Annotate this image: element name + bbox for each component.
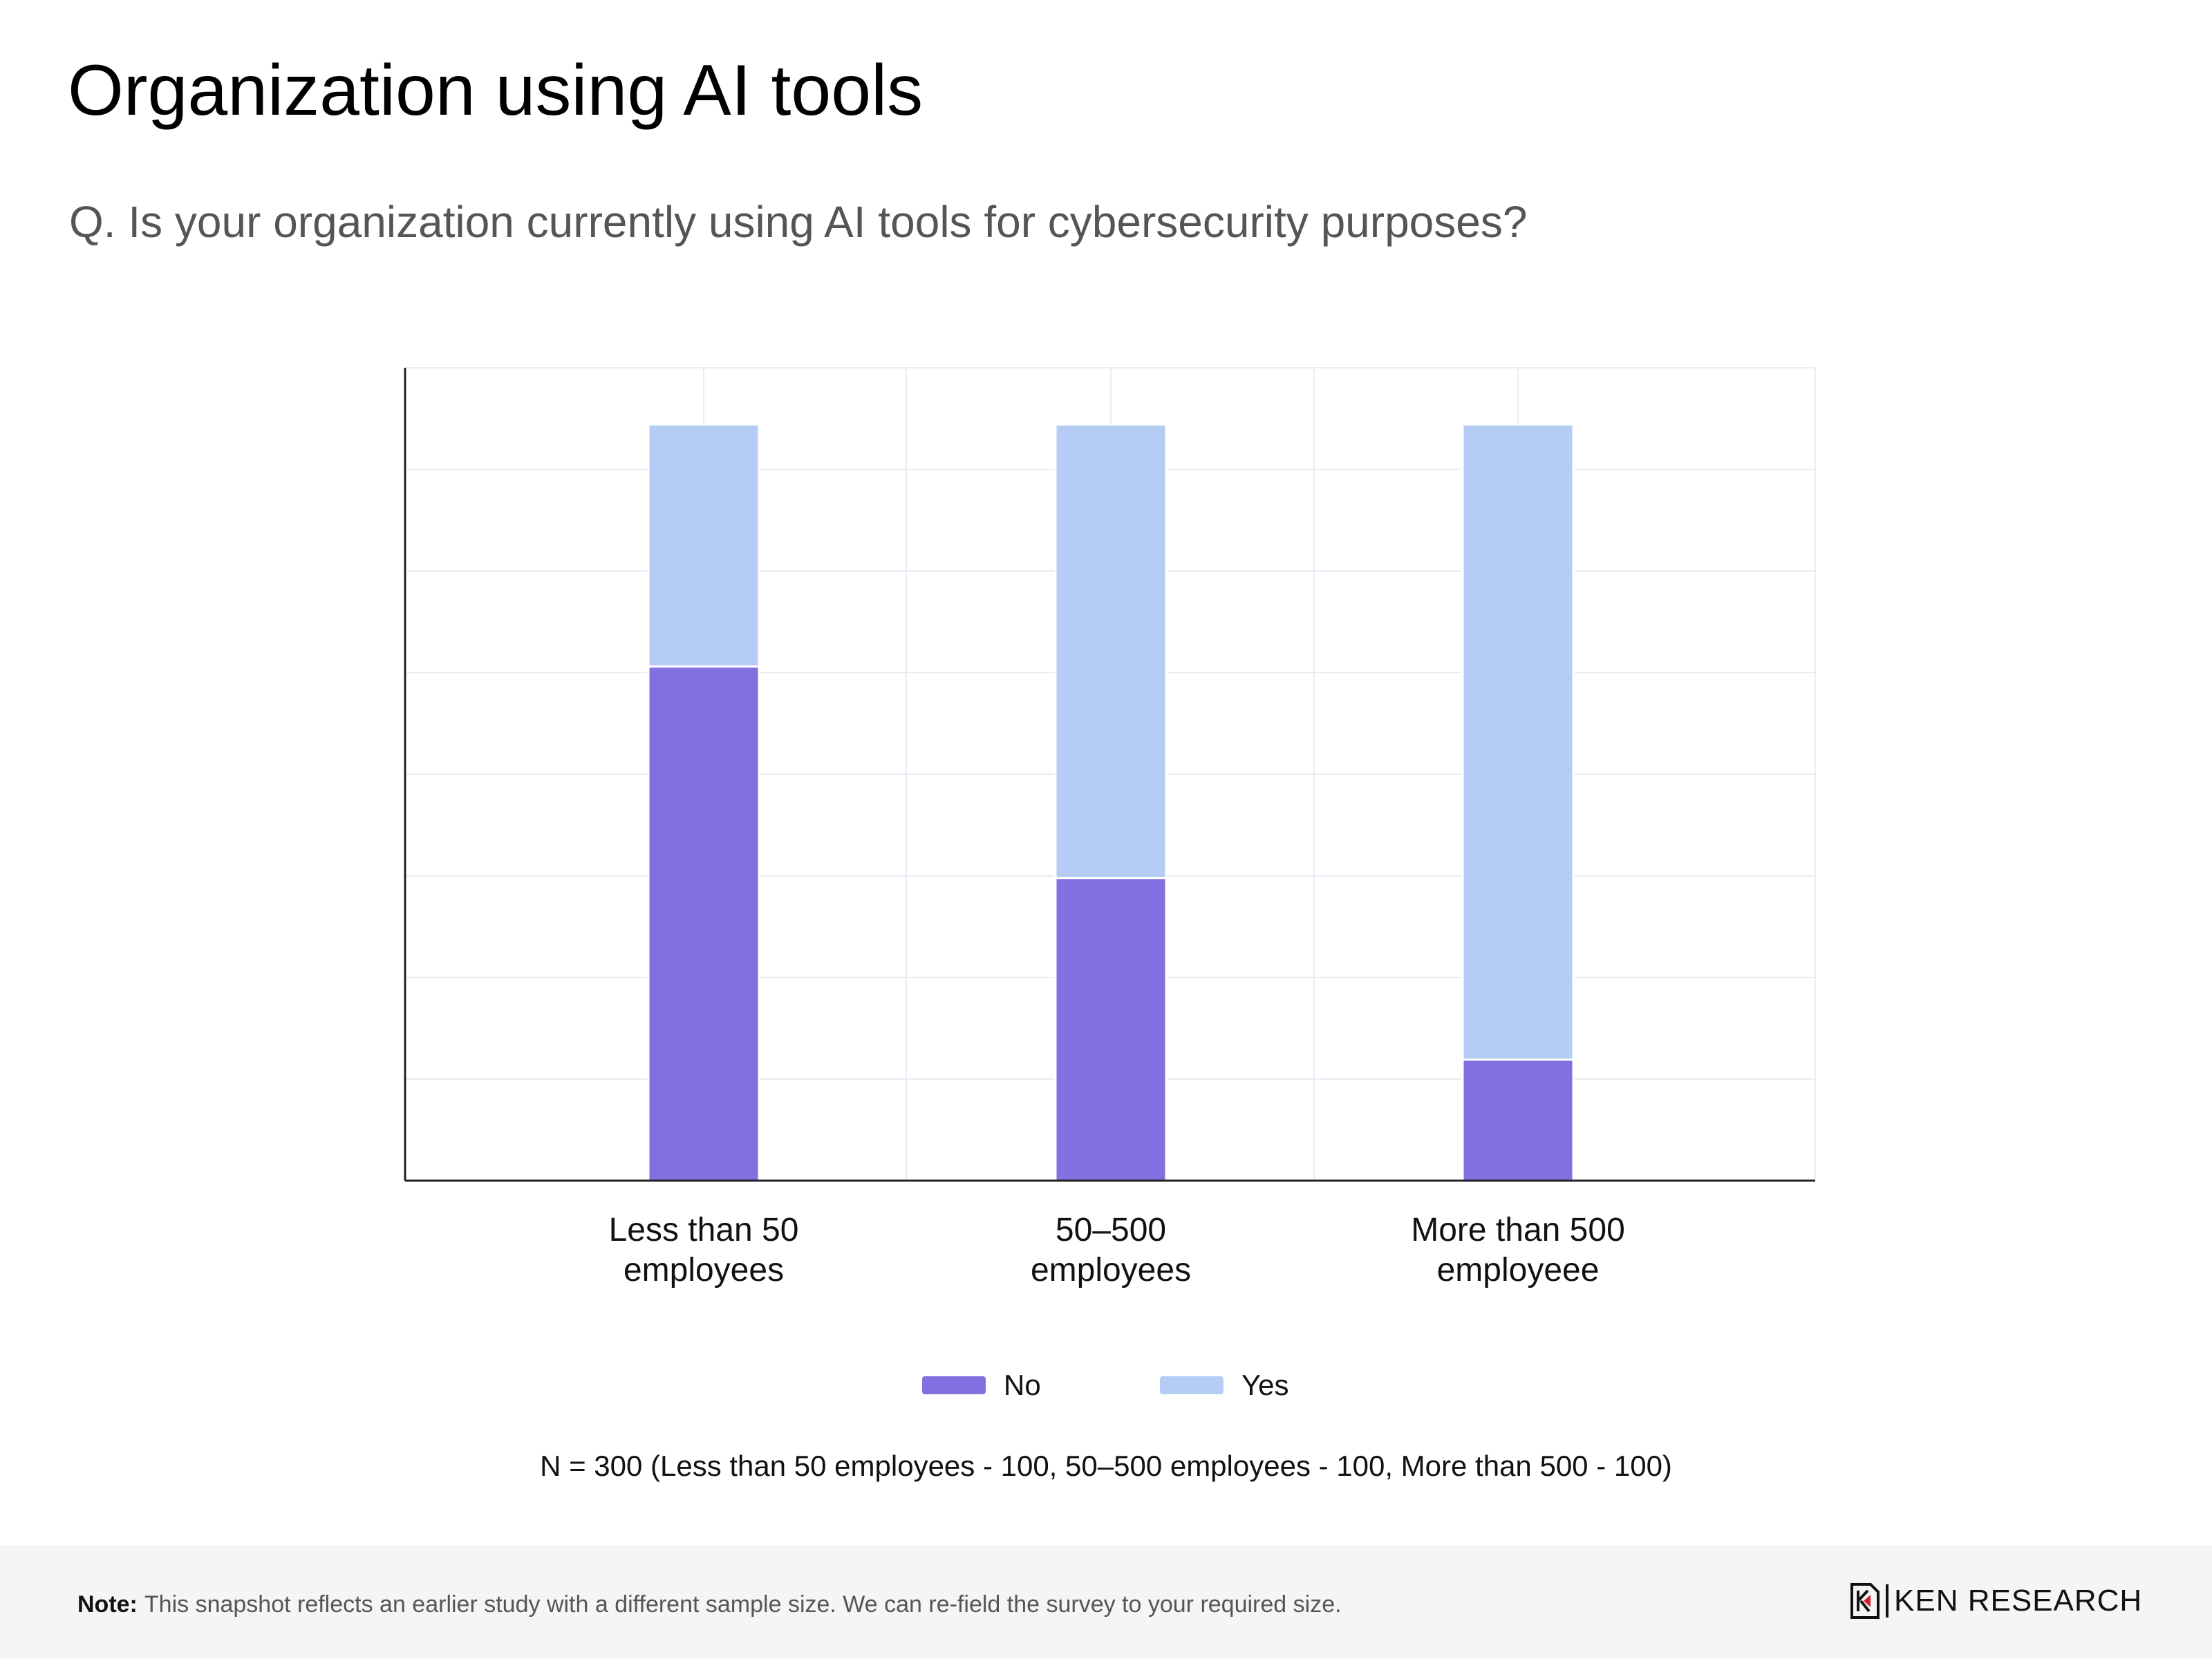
x-tick-label-line: employees <box>1031 1252 1191 1288</box>
bar-segment-no-1 <box>647 665 760 1182</box>
x-tick-label: Less than 50 employees <box>609 1212 799 1288</box>
bar-segment-no-3 <box>1461 1058 1575 1182</box>
x-tick-label-line: More than 500 <box>1411 1212 1625 1248</box>
chart-bars <box>647 423 1575 1182</box>
x-tick-label-line: employees <box>624 1252 784 1288</box>
footer: Note: This snapshot reflects an earlier s… <box>0 1546 2212 1659</box>
page-title: Organization using AI tools <box>68 50 924 131</box>
brand-divider <box>1886 1584 1888 1618</box>
bar-segment-yes-1 <box>647 423 760 668</box>
survey-question: Q. Is your organization currently using … <box>69 197 1528 247</box>
bar-segment-yes-2 <box>1054 423 1168 879</box>
x-tick-label: More than 500 employeee <box>1411 1212 1625 1288</box>
ken-research-logo-icon <box>1850 1583 1880 1619</box>
brand-name: KEN RESEARCH <box>1894 1584 2143 1618</box>
legend-label-no: No <box>1004 1369 1041 1401</box>
x-tick-label-line: 50–500 <box>1056 1212 1166 1248</box>
chart-axes <box>404 368 1815 1182</box>
x-axis-labels: Less than 50 employees 50–500 employees More… <box>609 1212 1625 1288</box>
bar-segment-no-2 <box>1054 877 1168 1182</box>
legend-label-yes: Yes <box>1241 1369 1289 1401</box>
footer-note-text: This snapshot reflects an earlier study … <box>144 1591 1342 1618</box>
footer-note-label: Note: <box>77 1591 138 1618</box>
stacked-bar-chart: Less than 50 employees 50–500 employees More… <box>404 367 1816 1401</box>
x-tick-label: 50–500 employees <box>1031 1212 1191 1288</box>
legend-swatch-no <box>922 1376 986 1394</box>
sample-size-note: N = 300 (Less than 50 employees - 100, 5… <box>540 1450 1672 1482</box>
x-tick-label-line: Less than 50 <box>609 1212 799 1248</box>
chart-legend: No Yes <box>922 1369 1289 1401</box>
brand-logo: KEN RESEARCH <box>1850 1580 2142 1622</box>
footer-note: Note: This snapshot reflects an earlier s… <box>77 1591 1342 1618</box>
legend-swatch-yes <box>1160 1376 1224 1394</box>
bar-segment-yes-3 <box>1461 423 1575 1061</box>
x-tick-label-line: employeee <box>1437 1252 1600 1288</box>
